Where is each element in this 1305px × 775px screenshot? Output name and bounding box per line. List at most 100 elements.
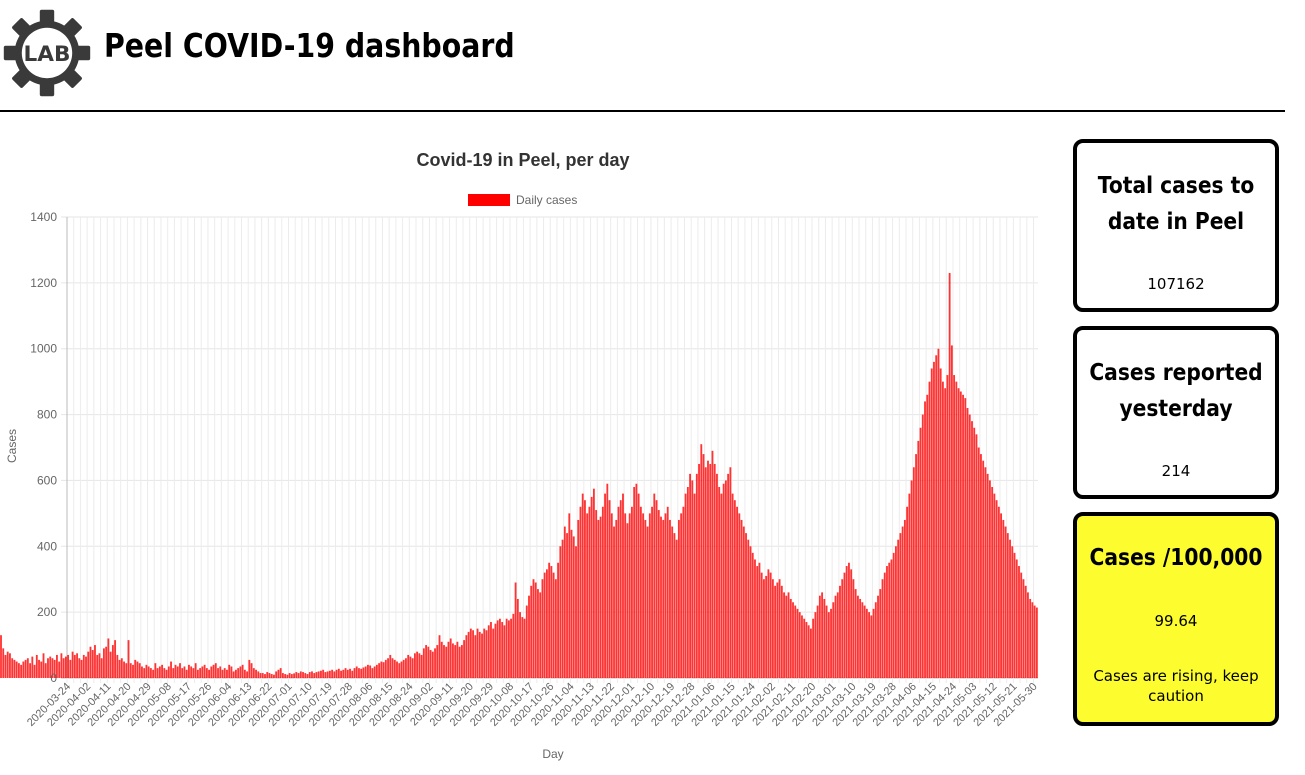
- bar: [35, 654, 38, 678]
- bar: [841, 579, 844, 678]
- bar: [559, 546, 562, 678]
- bar: [910, 480, 913, 678]
- legend[interactable]: Daily cases: [468, 193, 577, 207]
- bar: [966, 407, 969, 678]
- bar: [277, 669, 280, 678]
- bar: [324, 672, 327, 678]
- bar: [514, 582, 517, 678]
- bar: [563, 526, 566, 678]
- bar: [919, 427, 922, 678]
- bar: [326, 671, 329, 678]
- bar: [986, 473, 989, 678]
- bar: [622, 493, 624, 678]
- bar: [127, 640, 130, 678]
- bar: [11, 658, 14, 678]
- bar: [586, 513, 589, 678]
- bar: [915, 454, 917, 678]
- bar: [957, 388, 960, 678]
- bar: [771, 579, 774, 678]
- bar: [161, 664, 164, 678]
- bar: [939, 368, 942, 678]
- bar: [724, 480, 727, 678]
- bar: [369, 665, 372, 678]
- bar: [534, 582, 537, 678]
- cases-per-100k-title: Cases /100,000: [1089, 545, 1263, 571]
- bar: [297, 673, 300, 678]
- bar: [901, 526, 904, 678]
- bar: [635, 483, 638, 678]
- bar: [440, 641, 443, 678]
- bar: [604, 493, 606, 678]
- bar: [814, 612, 817, 678]
- bar: [141, 666, 143, 678]
- bar: [452, 643, 454, 678]
- lab-logo-icon[interactable]: LAB: [2, 8, 92, 98]
- bar: [342, 669, 345, 678]
- bar: [6, 651, 9, 678]
- bar: [478, 631, 481, 678]
- bar: [17, 663, 20, 678]
- bar: [143, 668, 146, 678]
- bar: [413, 653, 416, 678]
- bar: [420, 654, 423, 678]
- bar: [798, 612, 801, 678]
- bar: [304, 673, 307, 678]
- bar: [443, 645, 445, 678]
- bar: [657, 510, 660, 678]
- bar: [501, 622, 504, 678]
- bar: [290, 674, 293, 678]
- bar: [521, 617, 524, 678]
- bar: [561, 539, 564, 678]
- bar: [680, 513, 683, 678]
- bar: [96, 654, 99, 678]
- bar: [239, 666, 242, 678]
- bar: [695, 473, 698, 678]
- bar: [496, 620, 499, 678]
- bar: [700, 444, 703, 678]
- bar: [230, 666, 233, 678]
- bar: [418, 653, 421, 678]
- bar: [252, 668, 255, 678]
- bar: [693, 493, 696, 678]
- bar: [210, 666, 213, 678]
- bar: [796, 608, 799, 678]
- bar: [733, 500, 736, 678]
- bar: [575, 546, 577, 678]
- bar: [467, 631, 470, 678]
- bar: [38, 659, 40, 678]
- bar: [944, 388, 947, 678]
- bar: [226, 669, 228, 678]
- bar: [774, 585, 777, 678]
- bar: [930, 368, 933, 678]
- bar: [754, 559, 756, 678]
- bar: [579, 506, 582, 678]
- bar: [776, 582, 779, 678]
- bar: [803, 618, 806, 678]
- bar: [422, 648, 425, 678]
- bar: [58, 661, 61, 678]
- bar: [91, 650, 94, 678]
- chart-grid: [61, 216, 1038, 683]
- bar: [308, 672, 311, 678]
- bar: [785, 595, 788, 678]
- bar: [709, 463, 712, 678]
- bar: [646, 526, 649, 678]
- bar: [519, 612, 521, 678]
- bar: [977, 447, 980, 678]
- bar: [13, 659, 16, 678]
- bar: [545, 569, 548, 678]
- bar: [1009, 539, 1011, 678]
- bar: [447, 641, 450, 678]
- bar: [4, 654, 7, 678]
- bar: [31, 656, 34, 678]
- bar: [823, 598, 826, 678]
- bar: [123, 661, 125, 678]
- bar: [380, 661, 383, 678]
- bar: [651, 506, 653, 678]
- bar: [1031, 602, 1034, 678]
- bar: [22, 661, 25, 678]
- bar: [387, 658, 389, 678]
- bar: [877, 595, 879, 678]
- bar: [465, 635, 468, 678]
- bar: [313, 673, 316, 678]
